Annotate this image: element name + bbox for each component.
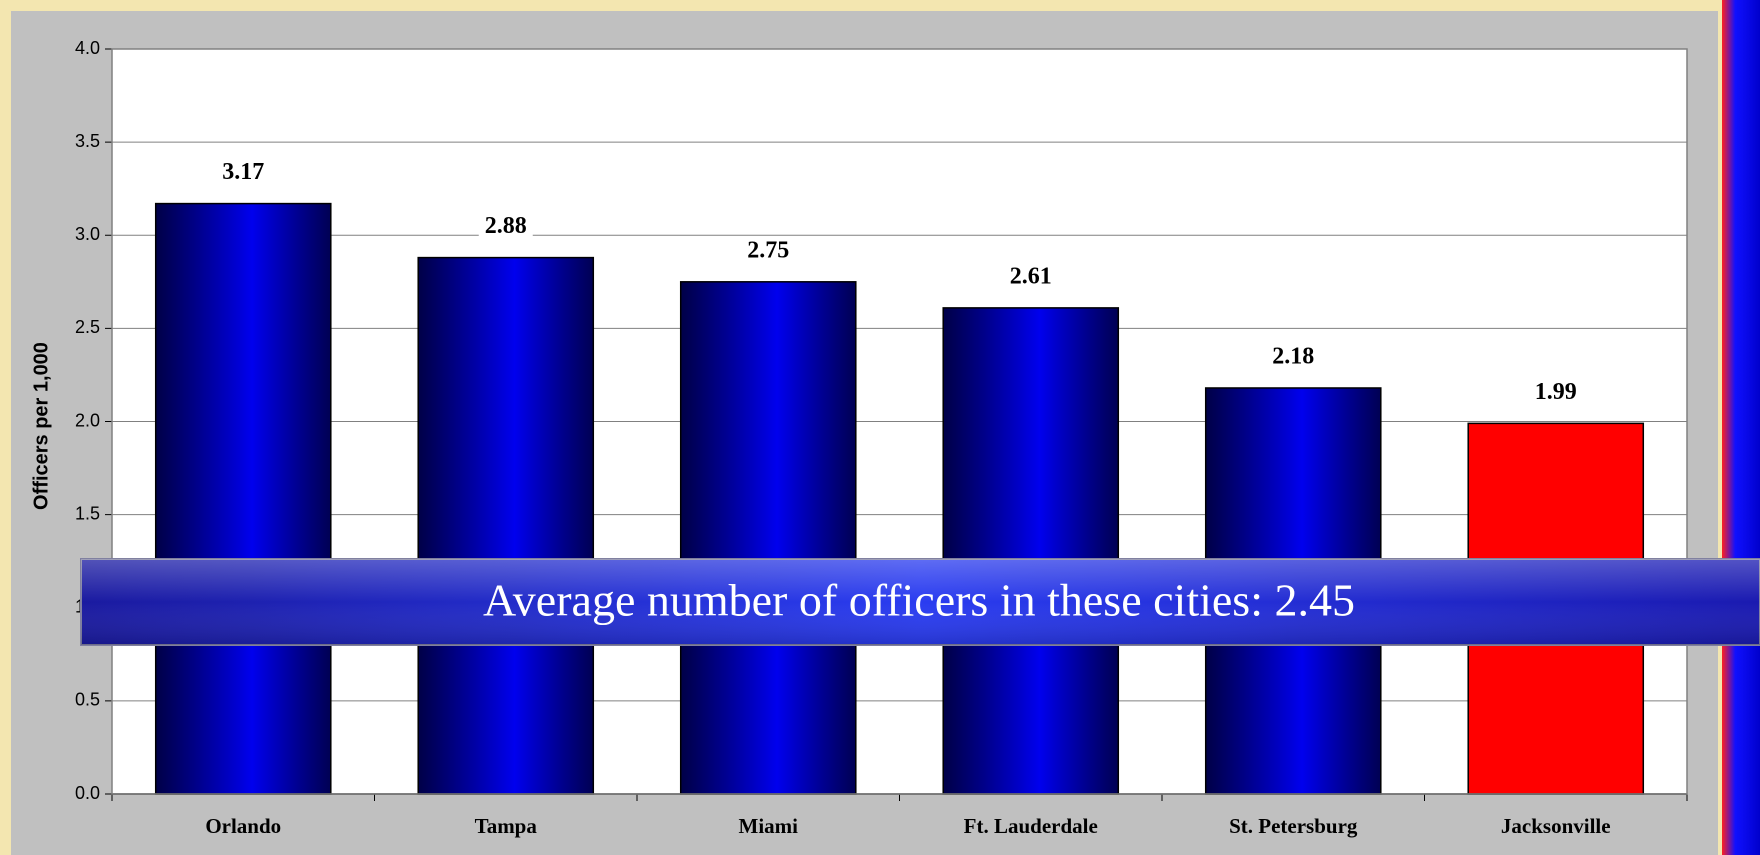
value-label-bg (1266, 343, 1321, 370)
x-tick-label: Orlando (205, 814, 281, 838)
value-label-bg (1528, 378, 1583, 405)
y-tick-label: 1.5 (75, 503, 100, 523)
y-axis-label: Officers per 1,000 (30, 342, 52, 510)
x-tick-label: Jacksonville (1501, 814, 1611, 838)
value-label: 3.17 (222, 159, 264, 185)
y-tick-label: 2.5 (75, 317, 100, 337)
y-tick-label: 0.5 (75, 690, 100, 710)
bar (942, 307, 1120, 795)
value-label: 2.18 (1272, 343, 1314, 369)
value-label-bg (741, 237, 796, 264)
y-tick-label: 4.0 (75, 38, 100, 58)
banner-shine (81, 559, 1760, 645)
value-label: 1.99 (1535, 379, 1577, 405)
annotation: Average number of officers in these citi… (483, 575, 1355, 626)
y-tick-label: 0.0 (75, 783, 100, 803)
value-label: 2.75 (747, 237, 789, 263)
value-label: 2.61 (1010, 263, 1052, 289)
annotation-banner: Average number of officers in these citi… (80, 558, 1760, 646)
plot-border (111, 48, 1688, 795)
value-label-bg (216, 159, 271, 186)
x-tick-label: St. Petersburg (1229, 814, 1358, 838)
x-tick-label: Ft. Lauderdale (964, 814, 1098, 838)
side-strip (1722, 0, 1760, 855)
value-label: 2.88 (485, 213, 527, 239)
y-tick-label: 2.0 (75, 410, 100, 430)
x-tick-label: Miami (739, 814, 799, 838)
y-tick-label: 3.0 (75, 224, 100, 244)
x-tick-label: Tampa (475, 814, 538, 838)
bar (679, 281, 857, 795)
bars (154, 159, 1645, 795)
bar (154, 202, 332, 795)
bar (417, 256, 595, 795)
y-tick-label: 3.5 (75, 131, 100, 151)
value-label-bg (1003, 263, 1058, 290)
value-label-bg (478, 213, 533, 240)
